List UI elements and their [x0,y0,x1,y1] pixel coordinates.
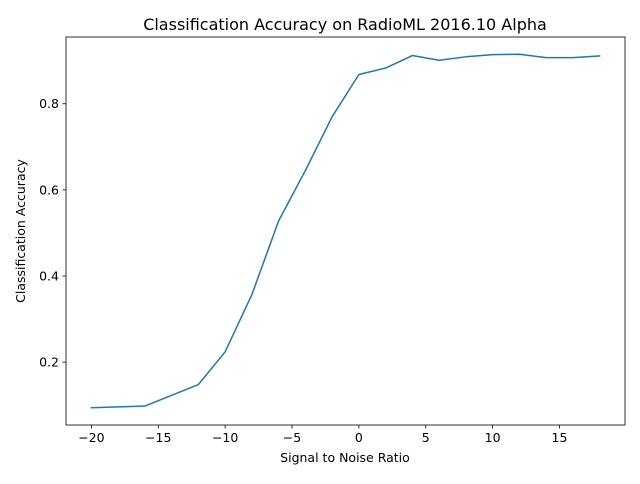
x-tick-label: −10 [212,430,238,445]
y-tick-label: 0.6 [39,182,59,197]
x-tick-label: 15 [552,430,568,445]
x-tick-label: −15 [145,430,171,445]
axes-frame [65,36,626,426]
plot-area: −20 −15 −10 −5 0 5 10 15 0.2 0.4 0.6 0.8 [39,36,626,445]
x-tick-label: 5 [422,430,430,445]
x-tick-label: −20 [78,430,104,445]
series-line-0 [90,53,601,409]
x-tick-label: −5 [283,430,301,445]
chart-title: Classification Accuracy on RadioML 2016.… [143,15,547,34]
x-tick-label: 0 [355,430,363,445]
y-axis-label: Classification Accuracy [13,159,28,303]
y-tick-label: 0.2 [39,355,59,370]
x-axis-label: Signal to Noise Ratio [280,450,410,465]
y-tick-label: 0.8 [39,96,59,111]
y-tick-label: 0.4 [39,269,59,284]
x-tick-label: 10 [485,430,501,445]
